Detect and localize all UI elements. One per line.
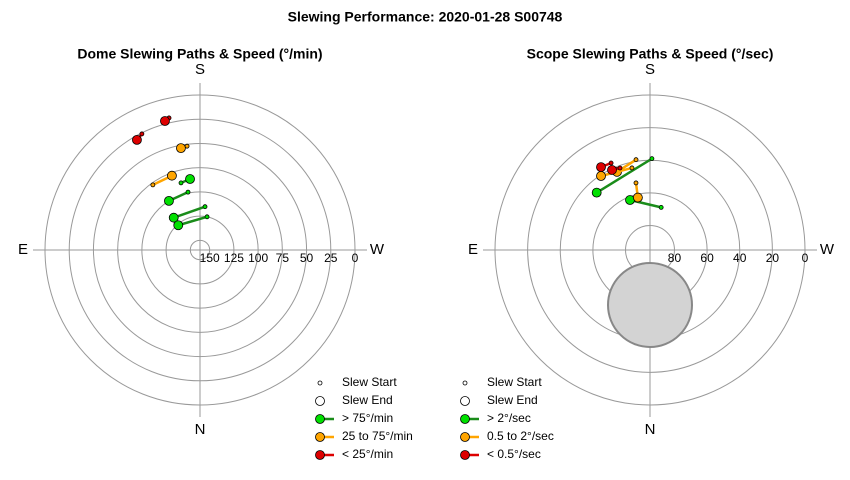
r-tick-label: 100 bbox=[248, 251, 268, 265]
r-tick-label: 25 bbox=[324, 251, 338, 265]
slew-end bbox=[176, 143, 186, 154]
slew-start bbox=[185, 189, 191, 195]
direction-label: S bbox=[195, 61, 205, 78]
chart-title: Dome Slewing Paths & Speed (°/min) bbox=[77, 46, 322, 62]
legend-marker bbox=[460, 396, 470, 406]
slew-start bbox=[633, 180, 639, 186]
legend-label: > 2°/sec bbox=[487, 411, 531, 425]
r-tick-label: 50 bbox=[300, 251, 314, 265]
slew-path bbox=[600, 166, 633, 178]
r-tick-label: 150 bbox=[200, 251, 220, 265]
slew-end bbox=[185, 174, 195, 184]
direction-label: E bbox=[18, 241, 28, 258]
legend-marker bbox=[315, 414, 325, 424]
r-tick-label: 75 bbox=[276, 251, 290, 265]
slew-end bbox=[596, 162, 606, 173]
legend-marker bbox=[460, 414, 470, 424]
slew-end bbox=[173, 220, 184, 231]
legend-marker bbox=[315, 396, 325, 406]
direction-label: N bbox=[645, 421, 656, 438]
direction-label: N bbox=[195, 421, 206, 438]
legend-label: < 0.5°/sec bbox=[487, 447, 541, 461]
slew-start bbox=[178, 180, 184, 186]
legend-label: < 25°/min bbox=[342, 447, 393, 461]
slew-start bbox=[649, 156, 655, 162]
direction-label: W bbox=[820, 241, 835, 258]
chart-title: Scope Slewing Paths & Speed (°/sec) bbox=[527, 46, 774, 62]
slew-start bbox=[204, 214, 210, 220]
slew-start bbox=[658, 204, 664, 210]
legend-marker bbox=[315, 432, 325, 442]
slew-path bbox=[596, 157, 653, 194]
slew-end bbox=[632, 192, 643, 203]
legend-label: Slew Start bbox=[487, 375, 542, 389]
legend-marker bbox=[317, 380, 323, 386]
direction-label: S bbox=[645, 61, 655, 78]
r-tick-label: 80 bbox=[668, 251, 682, 265]
legend-marker bbox=[460, 450, 470, 460]
slew-end bbox=[167, 170, 177, 181]
slew-start bbox=[617, 165, 623, 171]
legend-label: Slew Start bbox=[342, 375, 397, 389]
legend-label: 25 to 75°/min bbox=[342, 429, 413, 443]
r-tick-label: 125 bbox=[224, 251, 244, 265]
slew-start bbox=[202, 204, 208, 210]
slew-start bbox=[629, 165, 635, 171]
slew-start bbox=[150, 182, 156, 188]
legend-marker bbox=[462, 380, 468, 386]
r-tick-label: 40 bbox=[733, 251, 747, 265]
exclusion-zone bbox=[607, 262, 693, 348]
slew-end bbox=[132, 134, 142, 145]
slew-start bbox=[608, 160, 614, 166]
r-tick-label: 60 bbox=[700, 251, 714, 265]
slew-path bbox=[173, 205, 206, 219]
slew-end bbox=[168, 212, 179, 223]
slew-end bbox=[596, 171, 606, 181]
slew-start bbox=[139, 131, 145, 137]
legend-marker bbox=[460, 432, 470, 442]
slew-start bbox=[633, 157, 639, 163]
r-tick-label: 0 bbox=[352, 251, 359, 265]
legend-label: Slew End bbox=[342, 393, 393, 407]
legend-label: Slew End bbox=[487, 393, 538, 407]
legend-marker bbox=[315, 450, 325, 460]
direction-label: E bbox=[468, 241, 478, 258]
slew-path bbox=[177, 215, 208, 227]
r-tick-label: 20 bbox=[766, 251, 780, 265]
slew-end bbox=[164, 195, 174, 206]
legend-label: > 75°/min bbox=[342, 411, 393, 425]
slew-end bbox=[607, 165, 617, 175]
slew-end bbox=[591, 187, 602, 198]
direction-label: W bbox=[370, 241, 385, 258]
slew-end bbox=[160, 116, 170, 126]
legend-label: 0.5 to 2°/sec bbox=[487, 429, 554, 443]
r-tick-label: 0 bbox=[802, 251, 809, 265]
figure-title: Slewing Performance: 2020-01-28 S00748 bbox=[288, 9, 563, 25]
